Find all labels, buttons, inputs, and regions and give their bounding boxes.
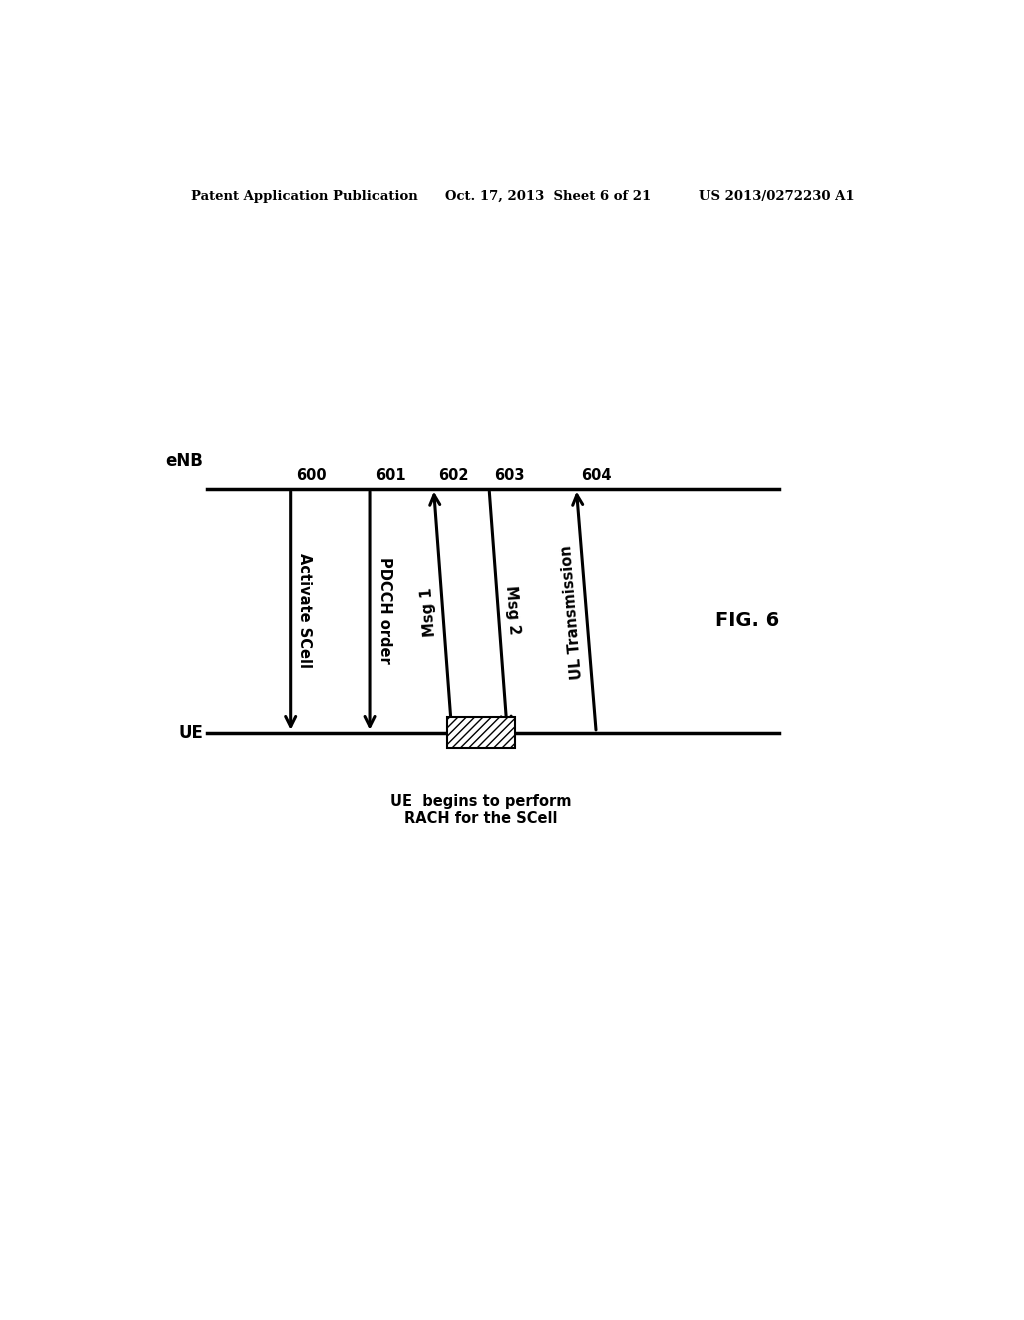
Text: PDCCH order: PDCCH order bbox=[377, 557, 391, 664]
Text: Activate SCell: Activate SCell bbox=[297, 553, 312, 668]
Text: US 2013/0272230 A1: US 2013/0272230 A1 bbox=[699, 190, 855, 202]
Text: Patent Application Publication: Patent Application Publication bbox=[191, 190, 418, 202]
Text: Msg 2: Msg 2 bbox=[503, 585, 521, 635]
Bar bbox=[447, 718, 515, 748]
Text: Msg 1: Msg 1 bbox=[420, 586, 438, 636]
Text: Oct. 17, 2013  Sheet 6 of 21: Oct. 17, 2013 Sheet 6 of 21 bbox=[445, 190, 651, 202]
Text: UE: UE bbox=[178, 723, 204, 742]
Text: 602: 602 bbox=[438, 467, 469, 483]
Text: UE  begins to perform
RACH for the SCell: UE begins to perform RACH for the SCell bbox=[390, 793, 571, 826]
Text: 601: 601 bbox=[375, 467, 406, 483]
Bar bbox=[447, 718, 515, 748]
Text: eNB: eNB bbox=[166, 453, 204, 470]
Text: FIG. 6: FIG. 6 bbox=[715, 611, 779, 631]
Text: 600: 600 bbox=[296, 467, 327, 483]
Text: 604: 604 bbox=[582, 467, 612, 483]
Text: UL Transmission: UL Transmission bbox=[559, 544, 586, 680]
Text: 603: 603 bbox=[495, 467, 524, 483]
